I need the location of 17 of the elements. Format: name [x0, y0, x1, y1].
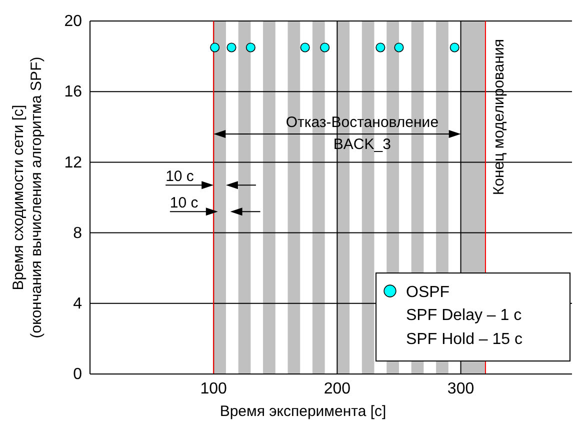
x-tick-label: 200 [324, 380, 351, 398]
y-axis-title: Время сходимости сети [с] (окончания вычисления алгоритма SPF) [10, 56, 45, 338]
y-tick-label: 4 [73, 296, 82, 313]
annotation: SPF Hold – 15 с [406, 331, 522, 348]
y-tick-label: 16 [64, 84, 82, 101]
x-axis-title: Время эксперимента [с] [220, 403, 386, 420]
annotation: 10 с [166, 168, 194, 186]
y-tick-label: 8 [73, 224, 82, 242]
annotation: 10 с [170, 194, 199, 212]
x-tick-label: 100 [200, 380, 228, 398]
annotation: SPF Delay – 1 с [406, 307, 522, 324]
x-tick-label: 300 [447, 380, 474, 398]
ref-line-label: Конец моделирования [490, 39, 508, 196]
y-tick-label: 12 [64, 154, 82, 172]
y-tick-label: 0 [73, 366, 82, 384]
y-tick-label: 20 [64, 13, 82, 30]
legend-label: OSPF [406, 284, 450, 301]
